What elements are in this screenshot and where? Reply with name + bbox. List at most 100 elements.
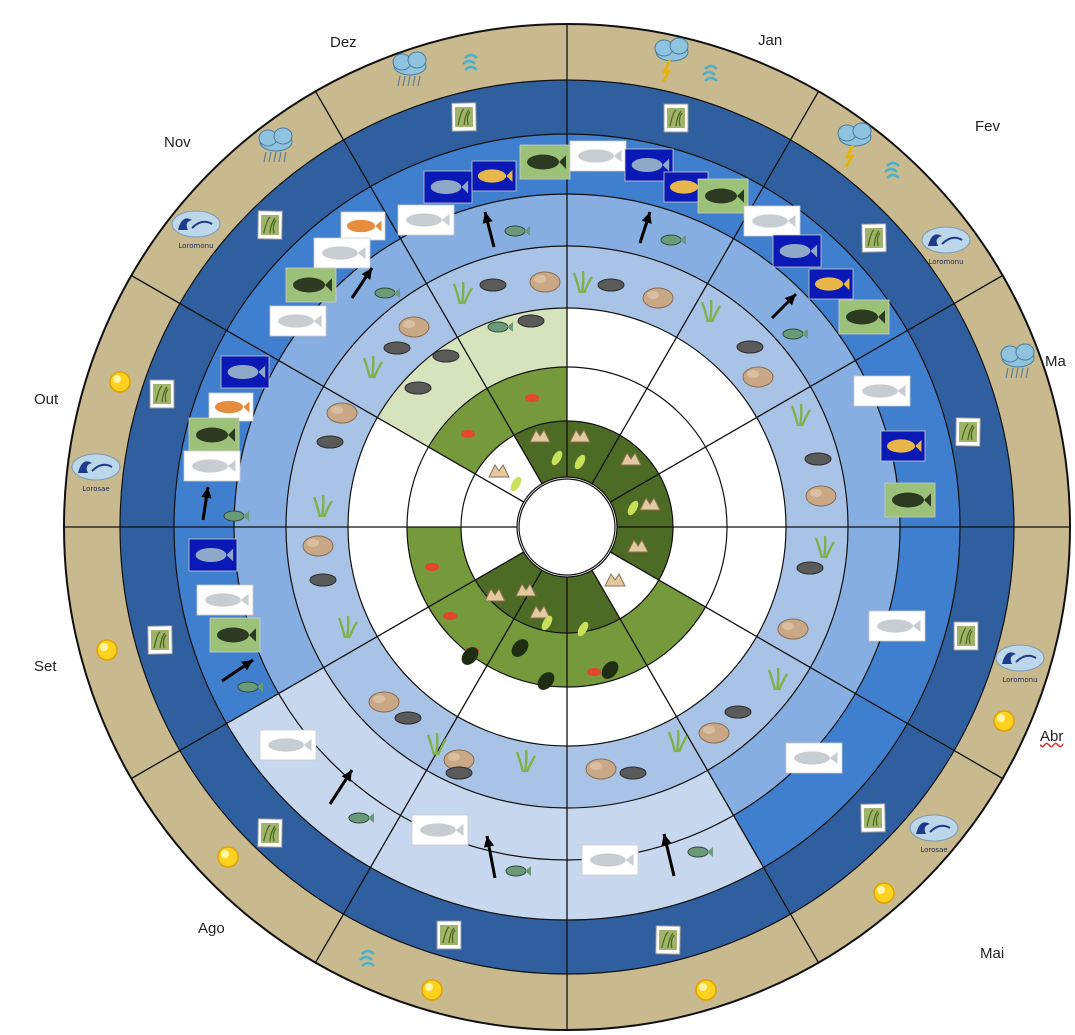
seagrass-photo-icon [451, 102, 477, 132]
rock-icon [742, 366, 774, 388]
grey-fish-photo-icon [183, 450, 241, 482]
crab-icon [627, 539, 649, 553]
month-ago-label: Ago [198, 920, 225, 937]
small-fish-icon [504, 225, 530, 237]
rock-icon [529, 271, 561, 293]
algae-icon [601, 661, 619, 679]
grey-fish-photo-icon [569, 140, 627, 172]
sea-cucumber-icon [309, 573, 337, 587]
month-divider [314, 91, 543, 485]
grey-fish-photo-icon [397, 204, 455, 236]
seagrass-photo-icon [257, 210, 283, 240]
wind-label: Loromonu [1002, 676, 1037, 684]
crab-icon [529, 429, 551, 443]
wave-icon [462, 53, 478, 71]
grey-fish-photo-icon [269, 305, 327, 337]
rock-icon [398, 316, 430, 338]
rock-icon [368, 691, 400, 713]
dark-fish-photo-icon [188, 417, 240, 453]
red-crab-icon [587, 668, 601, 676]
wind-icon: Loromonu [995, 644, 1045, 684]
month-jan-label: Jan [758, 32, 783, 49]
arrow-icon [770, 292, 798, 320]
grey-fish-photo-icon [259, 729, 317, 761]
crab-icon [515, 583, 537, 597]
orange-fish-photo-icon [340, 211, 386, 241]
seagrass-icon [337, 615, 359, 639]
grey-fish-photo-icon [196, 584, 254, 616]
seagrass-icon [426, 732, 448, 756]
month-divider [314, 569, 543, 963]
shell-icon [510, 476, 522, 492]
red-crab-icon [525, 394, 539, 402]
grey-fish-photo-icon [785, 742, 843, 774]
seagrass-photo-icon [147, 625, 173, 655]
month-divider [591, 91, 820, 485]
seagrass-icon [767, 667, 789, 691]
seagrass-photo-icon [257, 818, 283, 848]
algae-icon [511, 639, 529, 657]
center-hole [518, 478, 616, 576]
month-divider [131, 274, 525, 503]
seagrass-icon [515, 749, 537, 773]
sea-cucumber-icon [383, 341, 411, 355]
seagrass-photo-icon [861, 223, 887, 253]
gold-fish-photo-icon [808, 268, 854, 300]
shell-icon [577, 621, 589, 637]
rain-cloud-icon [1000, 343, 1035, 379]
wind-label: Loromonu [178, 242, 213, 250]
rock-icon [642, 287, 674, 309]
seagrass-icon [572, 270, 594, 294]
seagrass-icon [362, 355, 384, 379]
small-fish-icon [237, 681, 263, 693]
sea-cucumber-icon [796, 561, 824, 575]
rock-icon [302, 535, 334, 557]
sea-cucumber-icon [316, 435, 344, 449]
sea-cucumber-icon [404, 381, 432, 395]
seagrass-icon [814, 535, 836, 559]
month-divider [609, 274, 1003, 503]
red-crab-icon [461, 430, 475, 438]
wind-icon: Loromonu [171, 210, 221, 250]
small-fish-icon [660, 234, 686, 246]
rock-icon [777, 618, 809, 640]
seagrass-icon [790, 403, 812, 427]
green-wedge-nearshore-br [620, 580, 706, 666]
crab-icon [604, 573, 626, 587]
wind-label: Loromonu [928, 258, 963, 266]
seagrass-photo-icon [953, 621, 979, 651]
arrow-icon [482, 211, 496, 248]
sun-icon [96, 639, 118, 661]
algae-icon [461, 647, 479, 665]
seagrass-icon [452, 281, 474, 305]
month-mar-label: Ma [1045, 353, 1066, 370]
sea-cucumber-icon [804, 452, 832, 466]
rock-icon [326, 402, 358, 424]
sea-cucumber-icon [724, 705, 752, 719]
wind-icon: Lorosae [71, 453, 121, 493]
sea-cucumber-icon [394, 711, 422, 725]
month-fev-label: Fev [975, 118, 1001, 135]
gold-fish-photo-icon [880, 430, 926, 462]
shallow-wedge-reef [278, 667, 734, 860]
grey-fish-photo-icon [411, 814, 469, 846]
arrow-icon [661, 833, 676, 877]
storm-cloud-icon [837, 122, 872, 168]
seagrass-photo-icon [149, 379, 175, 409]
blue-fish-photo-icon [188, 538, 238, 572]
month-abr-label: Abr [1040, 728, 1064, 745]
pale-green-wedge [377, 308, 567, 447]
month-divider [591, 569, 820, 963]
rock-icon [698, 722, 730, 744]
crab-icon [639, 497, 661, 511]
sun-icon [873, 882, 895, 904]
grey-fish-photo-icon [743, 205, 801, 237]
shell-icon [574, 454, 586, 470]
wind-icon: Loromonu [921, 226, 971, 266]
crab-icon [569, 429, 591, 443]
dark-fish-photo-icon [838, 299, 890, 335]
red-crab-icon [443, 612, 457, 620]
rock-icon [585, 758, 617, 780]
green-wedge-nearshore-left [407, 527, 514, 666]
